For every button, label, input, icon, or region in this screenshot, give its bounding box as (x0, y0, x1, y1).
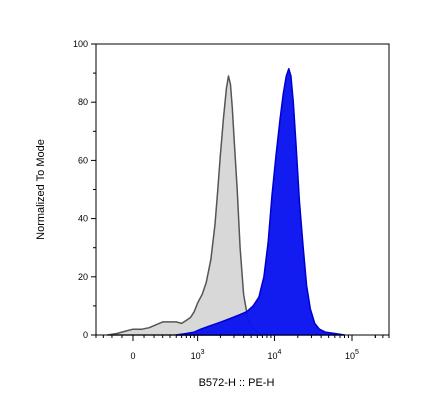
y-tick-label: 0 (83, 330, 88, 340)
x-tick-label: 104 (267, 349, 281, 361)
y-tick-label: 100 (73, 39, 88, 49)
axis-layer: 0 20 40 60 80 100 0 103 104 105 (73, 39, 390, 361)
y-tick-label: 20 (78, 272, 88, 282)
y-tick-label: 80 (78, 97, 88, 107)
x-axis-title: B572-H :: PE-H (199, 377, 275, 389)
y-tick-label: 40 (78, 214, 88, 224)
x-tick-label: 105 (345, 349, 359, 361)
x-tick-label: 103 (191, 349, 205, 361)
y-tick-label: 60 (78, 155, 88, 165)
x-tick-label: 0 (130, 351, 135, 361)
histogram-series-1 (106, 75, 264, 336)
y-axis-title: Normalized To Mode (35, 139, 47, 240)
histogram-series-2 (175, 67, 346, 336)
series-layer (106, 67, 346, 336)
